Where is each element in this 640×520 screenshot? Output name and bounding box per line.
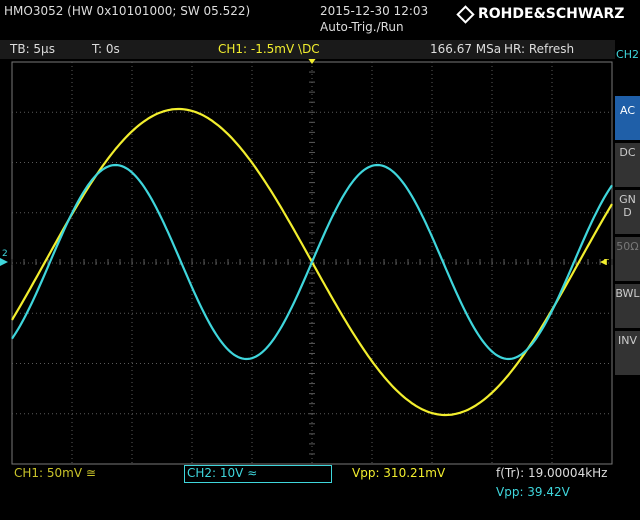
brand-logo — [456, 5, 475, 24]
side-menu-title: CH2 — [615, 40, 640, 94]
menu-item[interactable]: DC — [615, 143, 640, 187]
datetime: 2015-12-30 12:03 — [320, 4, 429, 18]
brand: ROHDE&SCHWARZ — [478, 6, 625, 22]
timebase: TB: 5µs — [10, 42, 55, 56]
ch2-vpp: Vpp: 39.42V — [496, 485, 570, 499]
trigger-state: Auto-Trig./Run — [320, 20, 404, 34]
graticule — [11, 61, 613, 464]
trigger-level-marker — [600, 259, 606, 265]
trigger-time: T: 0s — [92, 42, 120, 56]
trigger-frequency: f(Tr): 19.00004kHz — [496, 466, 608, 480]
ch1-trigger: CH1: -1.5mV \DC — [218, 42, 320, 56]
menu-item[interactable]: BWL — [615, 284, 640, 328]
ch1-scale[interactable]: CH1: 50mV ≅ — [14, 466, 96, 480]
ch1-vpp: Vpp: 310.21mV — [352, 466, 446, 480]
ch2-marker-label: 2 — [2, 249, 8, 259]
ch2-trace — [11, 163, 613, 361]
menu-item[interactable]: 50Ω — [615, 237, 640, 281]
ch2-scale[interactable]: CH2: 10V ≈ — [184, 465, 332, 483]
device-info: HMO3052 (HW 0x10101000; SW 05.522) — [4, 4, 251, 18]
status-bar — [0, 40, 615, 59]
trigger-marker-label: T — [604, 258, 609, 267]
menu-item[interactable]: GND — [615, 190, 640, 234]
ch2-offset-marker — [0, 258, 8, 266]
acquisition-mode: HR: Refresh — [504, 42, 575, 56]
menu-item[interactable]: INV — [615, 331, 640, 375]
menu-item[interactable]: AC — [615, 96, 640, 140]
sample-rate: 166.67 MSa — [430, 42, 502, 56]
